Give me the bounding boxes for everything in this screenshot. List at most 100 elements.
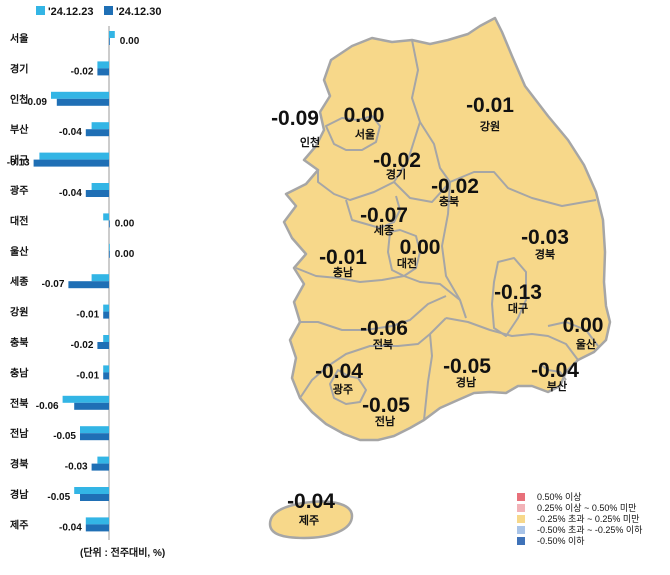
bar-legend-label: '24.12.30 bbox=[116, 6, 161, 18]
map-region-value: -0.02 bbox=[431, 175, 479, 198]
unit-note: (단위 : 전주대비, %) bbox=[80, 546, 165, 559]
bar bbox=[68, 281, 109, 289]
bar bbox=[74, 487, 109, 494]
map-region-value: -0.04 bbox=[287, 490, 335, 513]
category-tick-label: 충남 bbox=[10, 366, 29, 379]
bar bbox=[80, 433, 109, 441]
data-label: -0.07 bbox=[42, 279, 65, 290]
data-label: 0.00 bbox=[115, 249, 135, 260]
map-legend-label: -0.25% 초과 ~ 0.25% 미만 bbox=[537, 514, 639, 524]
bar bbox=[33, 159, 109, 167]
category-tick-label: 경기 bbox=[10, 62, 28, 75]
data-label: -0.01 bbox=[76, 370, 99, 381]
map-region-name: 경기 bbox=[386, 167, 406, 181]
bar bbox=[80, 494, 109, 501]
bar bbox=[109, 220, 110, 228]
map-legend-swatch bbox=[517, 537, 525, 545]
bar bbox=[97, 61, 109, 69]
jeju-island bbox=[268, 500, 354, 540]
bar bbox=[85, 190, 109, 197]
bar-legend-label: '24.12.23 bbox=[48, 6, 93, 18]
data-label: -0.05 bbox=[53, 431, 76, 442]
bar-legend: '24.12.23 '24.12.30 bbox=[36, 6, 161, 18]
bar-legend-swatch bbox=[36, 6, 45, 15]
category-tick-label: 전남 bbox=[10, 427, 29, 440]
map-region-name: 충북 bbox=[439, 194, 459, 208]
bar bbox=[109, 250, 110, 258]
map-region-name: 대전 bbox=[397, 256, 417, 270]
map-region-name: 전북 bbox=[373, 337, 393, 351]
map-region-name: 강원 bbox=[480, 119, 500, 133]
map-legend: 0.50% 이상0.25% 이상 ~ 0.50% 미만-0.25% 초과 ~ 0… bbox=[517, 492, 643, 546]
map-legend-label: -0.50% 이하 bbox=[537, 536, 585, 546]
map-region-value: -0.05 bbox=[362, 394, 410, 417]
map-region-name: 제주 bbox=[299, 513, 319, 527]
data-label: -0.04 bbox=[59, 522, 82, 533]
map-region-value: -0.05 bbox=[443, 355, 491, 378]
map-region-name: 경북 bbox=[535, 247, 555, 261]
bar bbox=[103, 311, 109, 319]
bar bbox=[62, 395, 109, 403]
map-region-name: 경남 bbox=[456, 375, 476, 389]
bar bbox=[91, 463, 109, 471]
data-label: -0.01 bbox=[76, 310, 99, 321]
map-region-value: 0.00 bbox=[563, 314, 604, 337]
bar bbox=[91, 274, 109, 282]
bar bbox=[91, 122, 109, 130]
data-label: 0.00 bbox=[120, 36, 140, 47]
map-region-value: -0.04 bbox=[315, 360, 363, 383]
map-region-value: -0.01 bbox=[319, 246, 367, 269]
bar bbox=[103, 213, 109, 221]
data-label: 0.00 bbox=[115, 218, 135, 229]
bar bbox=[74, 402, 109, 410]
category-tick-label: 충북 bbox=[10, 336, 28, 349]
data-label: -0.06 bbox=[36, 401, 59, 412]
data-label: -0.02 bbox=[71, 340, 94, 351]
map-region-value: 0.00 bbox=[400, 236, 441, 259]
bar bbox=[85, 517, 109, 525]
map-region-value: -0.06 bbox=[360, 317, 408, 340]
map-legend-swatch bbox=[517, 526, 525, 534]
map-region-name: 세종 bbox=[374, 223, 394, 237]
bar bbox=[56, 98, 109, 106]
province-borders bbox=[295, 39, 599, 421]
map-legend-swatch bbox=[517, 515, 525, 523]
bar bbox=[91, 183, 109, 190]
data-label: -0.03 bbox=[65, 462, 88, 473]
map-region-value: -0.07 bbox=[360, 204, 408, 227]
category-tick-label: 대전 bbox=[10, 214, 28, 227]
category-tick-label: 경북 bbox=[10, 458, 28, 471]
map-region-name: 광주 bbox=[333, 383, 353, 396]
bar bbox=[109, 243, 110, 251]
data-label: -0.04 bbox=[59, 127, 82, 138]
bar bbox=[103, 372, 109, 380]
map-region-name: 인천 bbox=[300, 135, 320, 149]
bar-rows: 서울 0.00 경기 -0.02 인천-0.09 부산 -0.04 대구-0.13 광주 -0.0… bbox=[7, 31, 140, 533]
category-tick-label: 제주 bbox=[10, 518, 28, 531]
bar bbox=[85, 129, 109, 137]
category-tick-label: 경남 bbox=[10, 488, 29, 501]
category-tick-label: 인천 bbox=[10, 93, 28, 106]
data-label: -0.09 bbox=[24, 97, 47, 108]
bar bbox=[97, 456, 109, 464]
category-tick-label: 부산 bbox=[10, 123, 29, 136]
map-region-name: 서울 bbox=[355, 127, 375, 141]
map-region-value: -0.01 bbox=[466, 94, 514, 117]
category-tick-label: 대구 bbox=[10, 154, 28, 167]
mainland-outline bbox=[282, 16, 612, 442]
data-label: -0.13 bbox=[7, 158, 30, 169]
bar bbox=[109, 31, 115, 38]
data-label: -0.02 bbox=[71, 66, 94, 77]
map-region-value: -0.09 bbox=[271, 107, 319, 130]
bar bbox=[109, 38, 110, 45]
map-region-value: -0.13 bbox=[494, 281, 542, 304]
bar bbox=[80, 426, 109, 434]
map-region-name: 충남 bbox=[333, 265, 353, 279]
map-legend-label: 0.50% 이상 bbox=[537, 492, 582, 502]
category-tick-label: 서울 bbox=[10, 32, 28, 45]
bar-legend-swatch bbox=[104, 6, 113, 15]
category-tick-label: 광주 bbox=[10, 185, 28, 197]
map-region-name: 울산 bbox=[576, 337, 596, 351]
